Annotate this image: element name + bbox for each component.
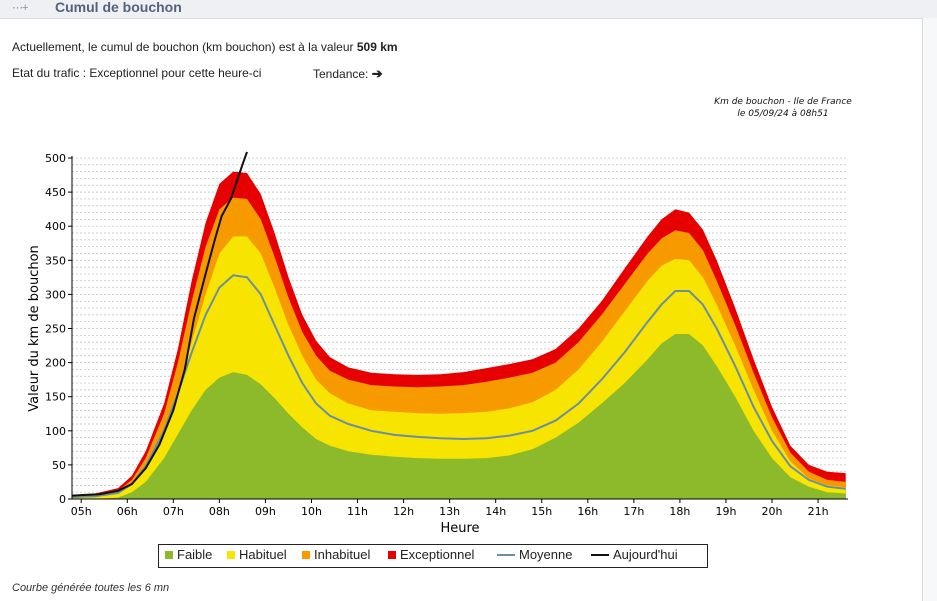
x-tick-label: 16h	[577, 505, 598, 518]
legend-habituel: Habituel	[227, 547, 287, 562]
x-tick-label: 12h	[393, 505, 414, 518]
footer-note: Courbe générée toutes les 6 mn	[12, 582, 170, 594]
trend: Tendance: ➔	[313, 66, 383, 82]
legend-inhabituel: Inhabituel	[302, 547, 370, 562]
legend-aujourdhui: Aujourd'hui	[591, 547, 678, 562]
trend-label: Tendance:	[313, 67, 369, 81]
legend-aujourdhui-label: Aujourd'hui	[613, 547, 678, 562]
y-tick-label: 250	[45, 323, 66, 336]
y-axis-label: Valeur du km de bouchon	[27, 245, 42, 412]
chart-legend: Faible Habituel Inhabituel Exceptionnel …	[158, 544, 708, 568]
legend-faible: Faible	[165, 547, 212, 562]
current-value-text: Actuellement, le cumul de bouchon (km bo…	[12, 40, 398, 54]
panel-title: Cumul de bouchon	[55, 0, 182, 15]
line-aujourdhui	[71, 151, 248, 497]
legend-exceptionnel-label: Exceptionnel	[400, 547, 475, 562]
legend-exceptionnel-swatch	[388, 551, 396, 559]
chart-title: Km de bouchon - Ile de France	[714, 97, 852, 107]
traffic-chart: Km de bouchon - Ile de France le 05/09/24…	[27, 97, 852, 536]
dotted-arrow-icon: ⋯+	[12, 2, 28, 14]
y-tick-label: 0	[59, 493, 66, 506]
legend-inhabituel-label: Inhabituel	[314, 547, 371, 562]
y-tick-label: 350	[45, 254, 66, 267]
legend-faible-label: Faible	[177, 547, 213, 562]
legend-habituel-label: Habituel	[239, 547, 287, 562]
x-tick-label: 19h	[715, 505, 736, 518]
current-value-prefix: Actuellement, le cumul de bouchon (km bo…	[12, 40, 357, 54]
x-tick-label: 13h	[439, 505, 460, 518]
x-tick-label: 05h	[71, 505, 92, 518]
y-tick-label: 450	[45, 186, 66, 199]
x-tick-label: 08h	[209, 505, 230, 518]
legend-aujourdhui-line	[591, 553, 609, 556]
right-arrow-icon: ➔	[371, 66, 383, 81]
area-faible	[72, 334, 846, 499]
right-scroll-edge	[922, 18, 937, 601]
y-tick-label: 100	[45, 425, 66, 438]
x-tick-label: 10h	[301, 505, 322, 518]
y-tick-label: 400	[45, 220, 66, 233]
y-tick-label: 300	[45, 288, 66, 301]
x-tick-label: 15h	[531, 505, 552, 518]
legend-moyenne: Moyenne	[497, 547, 572, 562]
legend-exceptionnel: Exceptionnel	[388, 547, 474, 562]
traffic-state: Etat du trafic : Exceptionnel pour cette…	[12, 66, 262, 80]
legend-inhabituel-swatch	[302, 551, 310, 559]
x-tick-label: 06h	[117, 505, 138, 518]
x-tick-label: 17h	[623, 505, 644, 518]
x-tick-label: 21h	[808, 505, 829, 518]
legend-moyenne-label: Moyenne	[519, 547, 573, 562]
y-tick-label: 200	[45, 357, 66, 370]
x-tick-label: 09h	[255, 505, 276, 518]
x-tick-label: 14h	[485, 505, 506, 518]
chart-subtitle: le 05/09/24 à 08h51	[737, 109, 828, 119]
x-tick-label: 07h	[163, 505, 184, 518]
x-tick-label: 11h	[347, 505, 368, 518]
legend-faible-swatch	[165, 551, 173, 559]
line-moyenne	[71, 274, 846, 498]
y-tick-label: 150	[45, 391, 66, 404]
legend-habituel-swatch	[227, 551, 235, 559]
x-axis-label: Heure	[440, 521, 479, 536]
x-tick-label: 20h	[762, 505, 783, 518]
panel-header: ⋯+ Cumul de bouchon	[0, 0, 937, 19]
y-tick-label: 500	[45, 152, 66, 165]
current-value: 509 km	[356, 40, 398, 54]
x-tick-label: 18h	[669, 505, 690, 518]
y-tick-label: 50	[52, 459, 66, 472]
legend-moyenne-line	[497, 553, 515, 556]
